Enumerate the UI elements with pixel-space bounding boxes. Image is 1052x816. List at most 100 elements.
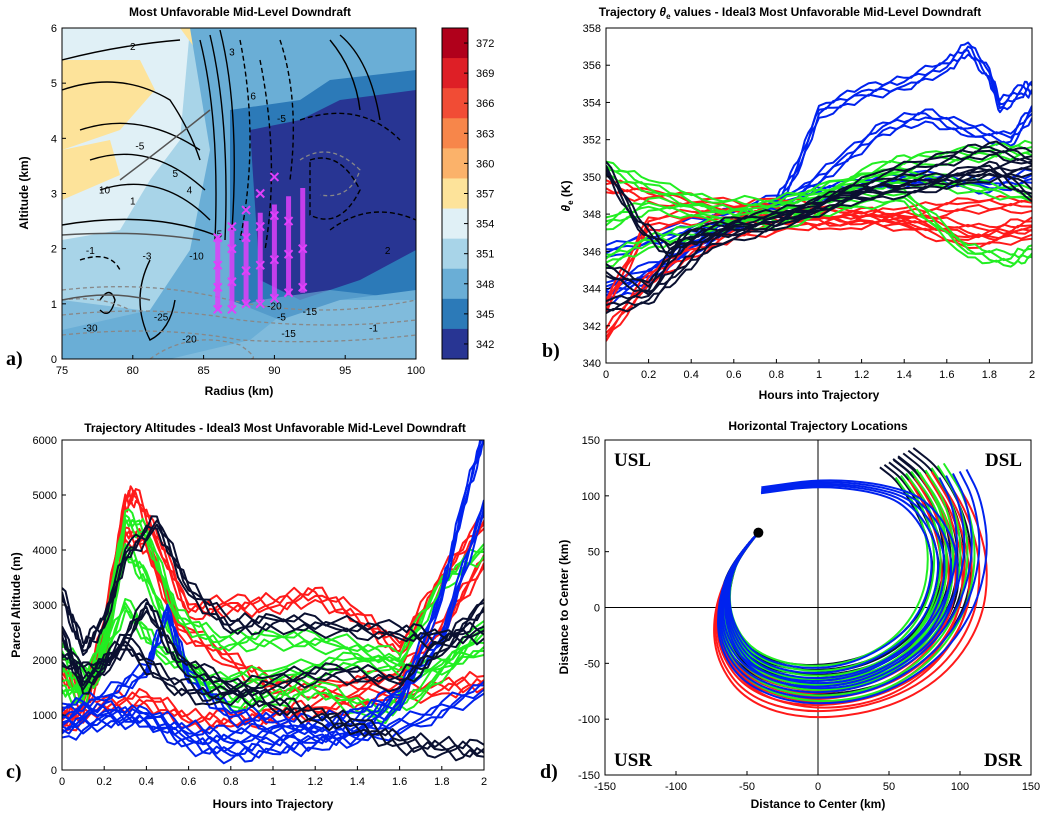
panel-a-gray-solid-contours xyxy=(62,109,211,301)
panel-c-xtick-label: 0.8 xyxy=(223,776,238,788)
panel-d-series-line xyxy=(717,468,988,705)
panel-c-series-line xyxy=(62,518,484,700)
panel-d-ytick-label: -50 xyxy=(584,658,600,670)
panel-a-contour-label: 4 xyxy=(187,186,193,197)
panel-a-xtick-label: 75 xyxy=(56,365,68,377)
panel-b-ytick-label: 344 xyxy=(583,284,601,296)
panel-c-series-line xyxy=(62,610,484,762)
panel-c-ytick-label: 5000 xyxy=(33,490,57,502)
panel-d-start-point xyxy=(753,527,764,538)
panel-a-contour-label: -25 xyxy=(154,312,169,323)
panel-c-ytick-label: 1000 xyxy=(33,710,57,722)
panel-a-ytick-label: 5 xyxy=(51,78,57,90)
panel-b-series-line xyxy=(606,172,1032,296)
panel-d-quadrant-upper-left: USL xyxy=(614,450,651,471)
panel-d-xtick-label: 100 xyxy=(951,781,969,793)
panel-c-ytick-label: 4000 xyxy=(33,545,57,557)
panel-a-contour-label: -5 xyxy=(135,141,144,152)
panel-c-series-line xyxy=(62,610,484,706)
panel-a-marker-x xyxy=(269,293,280,304)
panel-a-contour-label: -10 xyxy=(189,252,204,263)
panel-a-contour-label: -15 xyxy=(303,307,318,318)
panel-d-xlabel: Distance to Center (km) xyxy=(751,797,886,811)
panel-a-contour-label: -30 xyxy=(83,323,98,334)
colorbar-swatch xyxy=(442,58,468,89)
panel-a-contour-label: -5 xyxy=(277,312,286,323)
colorbar-swatch xyxy=(442,118,468,149)
panel-a-colorbar: 372 369 366 363 360 357 354 351 348 345 342 xyxy=(441,27,494,360)
panel-a-contour-label: -5 xyxy=(213,230,222,241)
panel-a-ytick-label: 3 xyxy=(51,189,57,201)
panel-c-series-line xyxy=(62,519,484,648)
panel-b-series-line xyxy=(606,140,1032,247)
panel-b-label: b) xyxy=(542,340,560,362)
panel-c-series-line xyxy=(62,511,484,735)
panel-a-fill-357 xyxy=(62,60,155,150)
panel-c-series-line xyxy=(62,440,482,753)
panel-c-series-line xyxy=(62,678,484,729)
colorbar-swatch xyxy=(442,178,468,210)
panel-d-series-line xyxy=(713,474,988,719)
panel-a-contour-label: 2 xyxy=(385,246,391,257)
panel-a-contour-label: 2 xyxy=(130,42,136,53)
panel-a-marker-x xyxy=(227,304,237,315)
panel-c-ytick-label: 3000 xyxy=(33,600,57,612)
panel-a-plot-area: 2 3 -5 5 6 4 10 1 -1 -3 -5 -5 -10 -15 -20 -25 -30 -20 -15 -… xyxy=(62,28,416,359)
colorbar-swatch xyxy=(442,328,468,360)
panel-d-ticks: -150 -100 -50 0 50 100 150 -150 -100 -50 0 50 100 150 xyxy=(578,435,1040,793)
colorbar-swatch xyxy=(442,88,468,119)
panel-a-xtick-label: 95 xyxy=(339,365,351,377)
panel-c-xtick-label: 1.4 xyxy=(350,776,365,788)
panel-b-series-line xyxy=(606,172,1032,315)
panel-a-contour-label: -1 xyxy=(86,246,95,257)
panel-c-series-line xyxy=(62,515,484,644)
panel-d-plot-area xyxy=(605,440,1031,775)
panel-b-ytick-label: 352 xyxy=(583,135,601,147)
panel-a-xtick-label: 90 xyxy=(268,365,280,377)
panel-a-contour-label: -20 xyxy=(267,301,282,312)
panel-c-series-line xyxy=(62,688,484,744)
panel-b-xtick-label: 1.8 xyxy=(982,369,997,381)
panel-b-series-line xyxy=(606,168,1032,292)
panel-a-marker-x xyxy=(241,205,251,215)
panel-c-series-line xyxy=(62,606,484,702)
panel-a-fill-357b xyxy=(62,140,120,200)
panel-c-ticks: 0 0.2 0.4 0.6 0.8 1 1.2 1.4 1.6 1.8 2 0 1000 2000 3000… xyxy=(33,435,488,788)
panel-b-series-line xyxy=(606,199,1032,268)
panel-a-contour-label: 10 xyxy=(99,186,111,197)
panel-b-xtick-label: 1.2 xyxy=(854,369,869,381)
panel-b-ytick-label: 342 xyxy=(583,321,601,333)
panel-a-marker-x xyxy=(255,299,265,309)
panel-b-xtick-label: 1 xyxy=(816,369,822,381)
panel-c-xtick-label: 2 xyxy=(481,776,487,788)
panel-a-ytick-label: 2 xyxy=(51,244,57,256)
colorbar-swatch xyxy=(442,208,468,240)
panel-c-label: c) xyxy=(6,761,22,783)
panel-c-ytick-label: 2000 xyxy=(33,655,57,667)
panel-d-quadrant-lower-right: DSR xyxy=(984,750,1022,771)
panel-b-series-line xyxy=(606,192,1032,262)
panel-c-xtick-label: 0.4 xyxy=(139,776,154,788)
panel-a-ytick-label: 1 xyxy=(51,299,57,311)
panel-d-ytick-label: 0 xyxy=(594,603,600,615)
colorbar-tick-label: 360 xyxy=(476,158,494,170)
panel-c-xtick-label: 1.2 xyxy=(308,776,323,788)
panel-c-xlabel: Hours into Trajectory xyxy=(213,797,334,811)
panel-d-quadrant-lower-left: USR xyxy=(614,750,652,771)
panel-d-series-line xyxy=(718,470,981,699)
panel-a-contour-label: -15 xyxy=(281,329,296,340)
panel-a-label: a) xyxy=(6,348,23,370)
colorbar-tick-label: 354 xyxy=(476,219,494,231)
colorbar-swatch xyxy=(442,298,468,330)
panel-a-contour-label: 6 xyxy=(250,92,256,103)
panel-a-contour-label: -20 xyxy=(182,334,197,345)
panel-d-ytick-label: 150 xyxy=(582,435,600,447)
panel-a-xtick-label: 100 xyxy=(407,365,425,377)
panel-d-xtick-label: 0 xyxy=(815,781,821,793)
panel-c-series-line xyxy=(62,489,484,698)
panel-c-ytick-label: 0 xyxy=(51,765,57,777)
panel-b-series xyxy=(606,41,1032,342)
panel-b-ytick-label: 354 xyxy=(583,97,601,109)
panel-a-contour-label: 3 xyxy=(229,48,235,59)
